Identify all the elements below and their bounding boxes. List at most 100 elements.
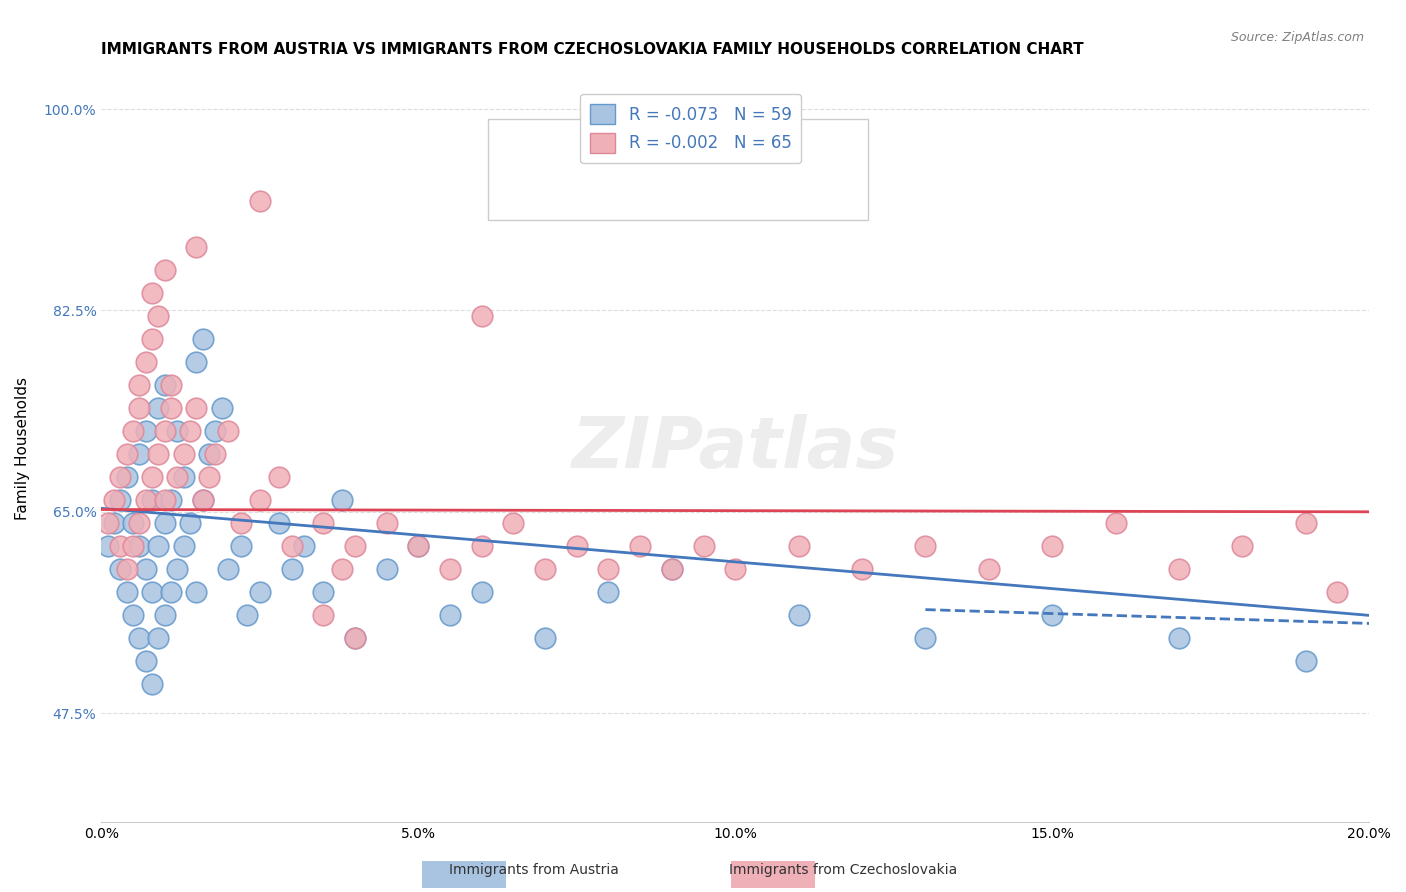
Point: [115, 447, 138, 461]
Point: [128, 401, 150, 416]
Point: [153, 516, 176, 531]
Point: [217, 424, 239, 438]
Point: [408, 539, 430, 553]
Point: [135, 424, 157, 438]
Point: [343, 632, 366, 646]
Point: [135, 654, 157, 668]
Point: [312, 516, 335, 531]
Point: [914, 539, 936, 553]
Point: [534, 562, 557, 576]
Point: [153, 424, 176, 438]
Point: [191, 332, 214, 346]
Point: [229, 516, 252, 531]
Point: [141, 470, 163, 484]
Point: [153, 608, 176, 623]
Point: [141, 677, 163, 691]
Point: [312, 608, 335, 623]
Point: [186, 240, 208, 254]
Point: [186, 355, 208, 369]
Point: [166, 470, 188, 484]
Point: [661, 562, 683, 576]
Point: [628, 539, 651, 553]
Point: [173, 539, 195, 553]
Point: [198, 470, 221, 484]
Point: [249, 194, 271, 209]
Point: [191, 493, 214, 508]
Point: [565, 539, 588, 553]
Point: [122, 516, 145, 531]
Point: [110, 493, 132, 508]
Point: [502, 516, 524, 531]
Point: [914, 632, 936, 646]
Point: [375, 562, 398, 576]
Point: [148, 309, 170, 323]
Point: [103, 516, 125, 531]
Point: [661, 562, 683, 576]
Point: [166, 562, 188, 576]
Text: Immigrants from Czechoslovakia: Immigrants from Czechoslovakia: [730, 863, 957, 877]
Point: [103, 493, 125, 508]
Point: [97, 539, 120, 553]
Point: [439, 562, 461, 576]
Point: [141, 493, 163, 508]
Point: [343, 539, 366, 553]
Point: [186, 585, 208, 599]
FancyBboxPatch shape: [488, 120, 869, 220]
Point: [148, 539, 170, 553]
Text: Source: ZipAtlas.com: Source: ZipAtlas.com: [1230, 31, 1364, 45]
Point: [173, 470, 195, 484]
Point: [128, 447, 150, 461]
Point: [122, 424, 145, 438]
Point: [160, 401, 183, 416]
Point: [153, 378, 176, 392]
Point: [153, 263, 176, 277]
Point: [534, 632, 557, 646]
Text: Immigrants from Austria: Immigrants from Austria: [450, 863, 619, 877]
Point: [280, 539, 302, 553]
Point: [128, 539, 150, 553]
Point: [160, 493, 183, 508]
Point: [135, 562, 157, 576]
Point: [267, 516, 290, 531]
Point: [198, 447, 221, 461]
Point: [408, 539, 430, 553]
Point: [312, 585, 335, 599]
Point: [153, 493, 176, 508]
Point: [1326, 585, 1348, 599]
Point: [249, 493, 271, 508]
Point: [598, 562, 620, 576]
Point: [115, 562, 138, 576]
Point: [1168, 632, 1191, 646]
Point: [1040, 608, 1063, 623]
Text: IMMIGRANTS FROM AUSTRIA VS IMMIGRANTS FROM CZECHOSLOVAKIA FAMILY HOUSEHOLDS CORR: IMMIGRANTS FROM AUSTRIA VS IMMIGRANTS FR…: [101, 42, 1084, 57]
Point: [211, 401, 233, 416]
Point: [115, 470, 138, 484]
Point: [186, 401, 208, 416]
Point: [115, 585, 138, 599]
Point: [122, 608, 145, 623]
Point: [330, 493, 353, 508]
Point: [724, 562, 747, 576]
Point: [110, 470, 132, 484]
Point: [1040, 539, 1063, 553]
Point: [122, 539, 145, 553]
Point: [141, 332, 163, 346]
Point: [375, 516, 398, 531]
Point: [471, 585, 494, 599]
Point: [1295, 516, 1317, 531]
Point: [1168, 562, 1191, 576]
Point: [204, 447, 226, 461]
Point: [148, 401, 170, 416]
Point: [110, 539, 132, 553]
Point: [128, 632, 150, 646]
Point: [598, 585, 620, 599]
Point: [160, 585, 183, 599]
Point: [191, 493, 214, 508]
Point: [1104, 516, 1126, 531]
Point: [787, 539, 810, 553]
Point: [173, 447, 195, 461]
Point: [471, 539, 494, 553]
Point: [330, 562, 353, 576]
Point: [179, 516, 201, 531]
Point: [343, 632, 366, 646]
